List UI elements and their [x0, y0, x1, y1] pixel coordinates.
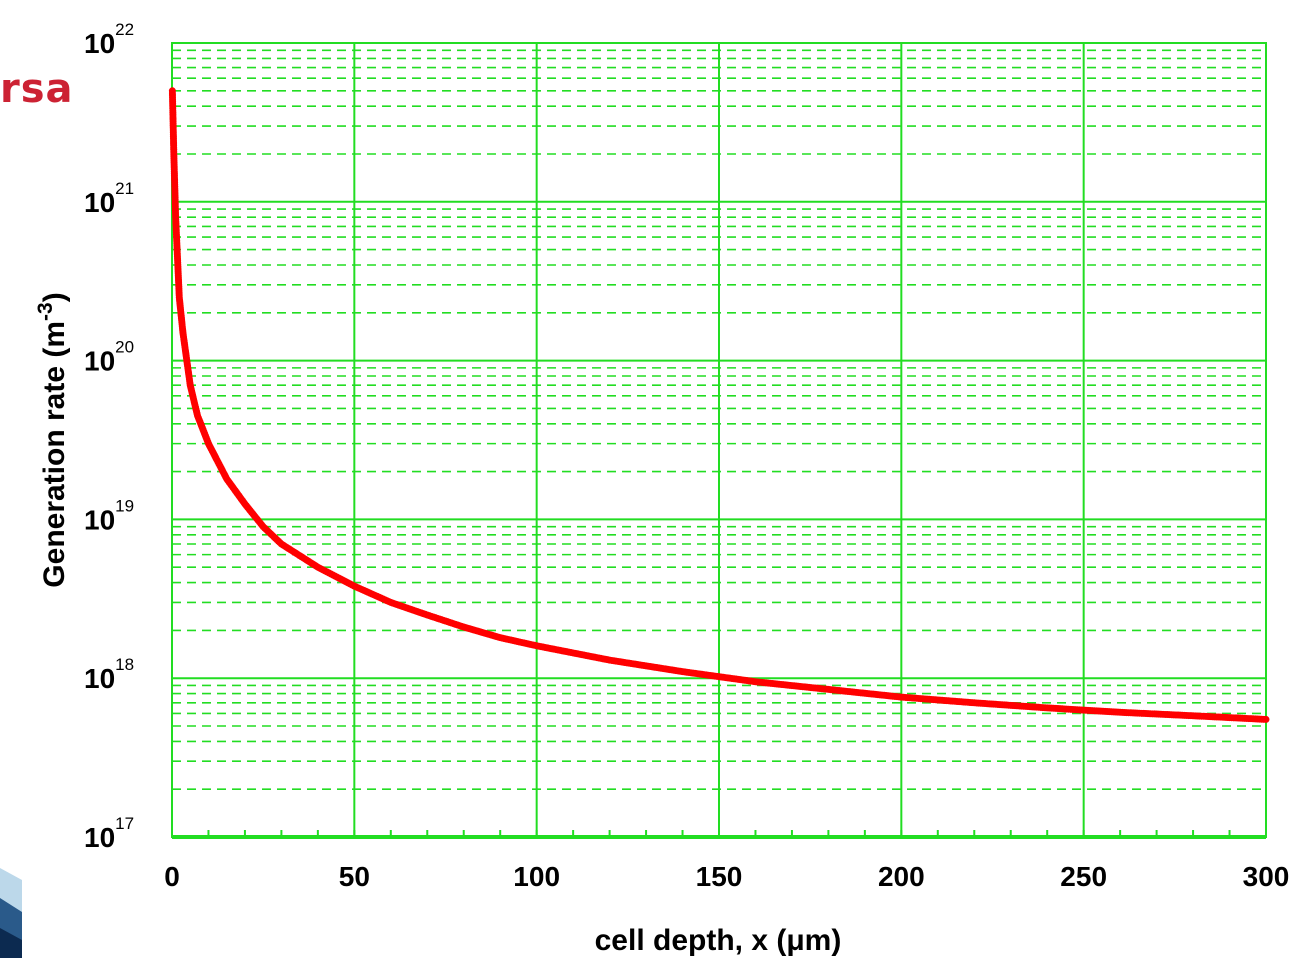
y-tick-label: 1020: [84, 338, 134, 377]
y-axis-label: Generation rate (m-3): [34, 292, 71, 587]
data-series: [168, 87, 1270, 723]
x-tick-label: 150: [696, 861, 743, 892]
y-tick-label: 1019: [84, 496, 134, 535]
slide-corner-decoration: [0, 868, 22, 958]
data-point: [1260, 715, 1268, 723]
x-tick-label: 200: [878, 861, 925, 892]
y-tick-label: 1021: [84, 179, 134, 218]
x-tick-labels: 0 50 100 150 200 250 300: [164, 861, 1289, 892]
slide-title-fragment: rsa: [0, 66, 74, 112]
y-tick-label: 1018: [84, 655, 134, 694]
x-tick-label: 250: [1060, 861, 1107, 892]
y-tick-labels: 1017 1018 1019 1020 1021 1022: [84, 20, 134, 853]
x-minor-ticks: [171, 830, 1267, 837]
y-tick-label: 1022: [84, 20, 134, 59]
y-tick-label: 1017: [84, 814, 134, 853]
x-tick-label: 300: [1243, 861, 1290, 892]
x-tick-label: 50: [339, 861, 370, 892]
x-tick-label: 0: [164, 861, 180, 892]
x-tick-label: 100: [513, 861, 560, 892]
x-axis-label: cell depth, x (μm): [595, 924, 842, 957]
chart-grid: [171, 42, 1267, 838]
